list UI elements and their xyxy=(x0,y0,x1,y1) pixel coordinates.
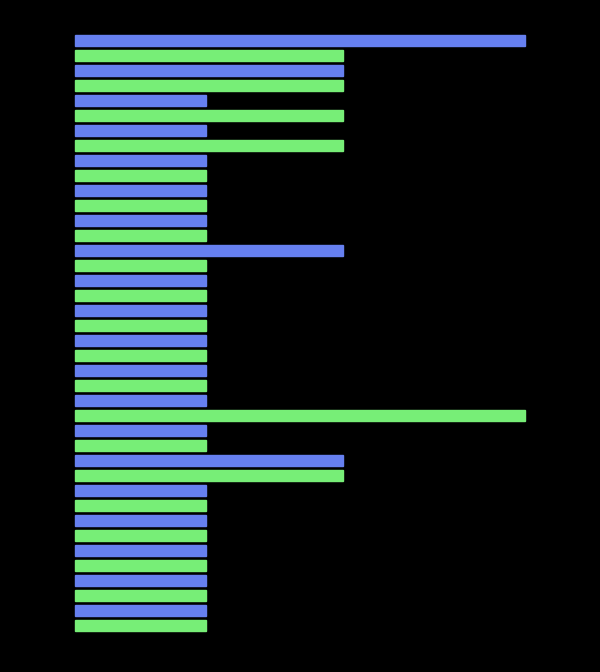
Bar xyxy=(75,395,205,406)
Bar xyxy=(75,35,525,46)
Bar xyxy=(75,95,205,106)
Bar xyxy=(75,380,205,391)
Bar xyxy=(75,230,205,241)
Bar xyxy=(75,620,205,631)
Bar xyxy=(75,200,205,211)
Bar xyxy=(75,185,205,196)
Bar xyxy=(75,545,205,556)
Bar xyxy=(75,320,205,331)
Bar xyxy=(75,560,205,571)
Bar xyxy=(75,425,205,436)
Bar xyxy=(75,110,343,121)
Bar xyxy=(75,515,205,526)
Bar xyxy=(75,575,205,586)
Bar xyxy=(75,140,343,151)
Bar xyxy=(75,215,205,226)
Bar xyxy=(75,290,205,301)
Bar xyxy=(75,260,205,271)
Bar xyxy=(75,470,343,481)
Bar xyxy=(75,65,343,76)
Bar xyxy=(75,410,525,421)
Bar xyxy=(75,455,343,466)
Bar xyxy=(75,485,205,496)
Bar xyxy=(75,335,205,346)
Bar xyxy=(75,590,205,601)
Bar xyxy=(75,80,343,91)
Bar xyxy=(75,275,205,286)
Bar xyxy=(75,170,205,181)
Bar xyxy=(75,440,205,451)
Bar xyxy=(75,245,343,256)
Bar xyxy=(75,155,205,166)
Bar xyxy=(75,50,343,61)
Bar xyxy=(75,605,205,616)
Bar xyxy=(75,500,205,511)
Bar xyxy=(75,530,205,541)
Bar xyxy=(75,350,205,361)
Bar xyxy=(75,305,205,316)
Bar xyxy=(75,365,205,376)
Bar xyxy=(75,125,205,136)
